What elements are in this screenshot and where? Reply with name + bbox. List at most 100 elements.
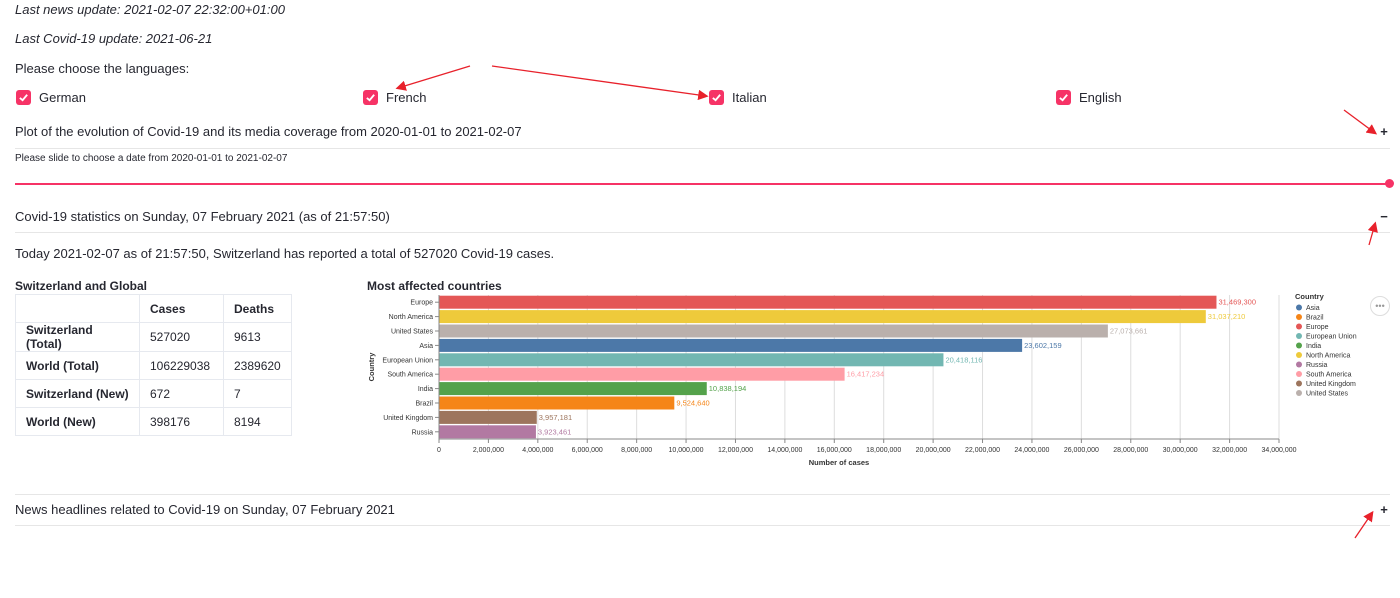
- table-row: World (New) 398176 8194: [15, 407, 292, 436]
- deaths-cell: 9613: [223, 322, 292, 352]
- plot-expander-title: Plot of the evolution of Covid-19 and it…: [15, 124, 522, 139]
- divider: [15, 525, 1390, 526]
- expand-icon[interactable]: +: [1380, 124, 1388, 139]
- legend-item: Brazil: [1306, 315, 1324, 322]
- legend-swatch: [1296, 361, 1302, 368]
- x-tick-label: 8,000,000: [621, 447, 652, 454]
- bar-value-label: 3,957,181: [539, 413, 572, 422]
- annotation-arrow: [1367, 221, 1378, 246]
- bar-value-label: 23,602,159: [1024, 341, 1062, 350]
- date-slider-track[interactable]: [15, 183, 1390, 185]
- y-tick-label: South America: [387, 372, 433, 379]
- divider: [15, 494, 1390, 495]
- y-tick-label: India: [418, 386, 433, 393]
- x-tick-label: 20,000,000: [916, 447, 951, 454]
- legend-item: Europe: [1306, 324, 1329, 331]
- x-tick-label: 14,000,000: [767, 447, 802, 454]
- news-expander-header[interactable]: News headlines related to Covid-19 on Su…: [15, 502, 1390, 517]
- checkbox-checked-icon: [16, 90, 31, 105]
- deaths-cell: 8194: [223, 407, 292, 436]
- annotation-arrow: [491, 65, 709, 101]
- plot-expander-header[interactable]: Plot of the evolution of Covid-19 and it…: [15, 124, 1390, 139]
- table-row: Switzerland (New) 672 7: [15, 379, 292, 408]
- x-tick-label: 10,000,000: [669, 447, 704, 454]
- bar: [439, 338, 1023, 352]
- table-row: World (Total) 106229038 2389620: [15, 351, 292, 380]
- row-label: World (Total): [15, 351, 140, 380]
- collapse-icon[interactable]: −: [1380, 209, 1388, 224]
- x-tick-label: 34,000,000: [1261, 447, 1296, 454]
- legend-item: North America: [1306, 353, 1350, 360]
- table-corner: [15, 294, 140, 323]
- stats-expander-title: Covid-19 statistics on Sunday, 07 Februa…: [15, 209, 390, 224]
- legend-swatch: [1296, 380, 1302, 387]
- table-title: Switzerland and Global: [15, 279, 148, 293]
- cases-cell: 527020: [139, 322, 224, 352]
- x-axis-label: Number of cases: [809, 458, 869, 467]
- chart-title: Most affected countries: [367, 279, 502, 293]
- checkbox-italian[interactable]: Italian: [709, 90, 767, 105]
- checkbox-checked-icon: [709, 90, 724, 105]
- news-expander-title: News headlines related to Covid-19 on Su…: [15, 502, 395, 517]
- annotation-arrow: [395, 65, 471, 91]
- bar: [439, 382, 707, 396]
- expand-icon[interactable]: +: [1380, 502, 1388, 517]
- x-tick-label: 28,000,000: [1113, 447, 1148, 454]
- divider: [15, 148, 1390, 149]
- most-affected-countries-chart: 0 2,000,000 4,000,000 6,000,000 8,000,000 10,…: [367, 292, 1357, 467]
- y-tick-label: United Kingdom: [383, 415, 433, 422]
- y-tick-label: Brazil: [415, 401, 433, 408]
- x-tick-label: 30,000,000: [1163, 447, 1198, 454]
- checkbox-label: English: [1079, 90, 1122, 105]
- checkbox-label: Italian: [732, 90, 767, 105]
- legend-swatch: [1296, 333, 1302, 339]
- checkbox-german[interactable]: German: [16, 90, 86, 105]
- legend-item: Russia: [1306, 362, 1328, 369]
- bar-value-label: 9,524,640: [676, 399, 709, 408]
- checkbox-checked-icon: [1056, 90, 1071, 105]
- x-tick-label: 4,000,000: [522, 447, 553, 454]
- deaths-cell: 7: [223, 379, 292, 408]
- legend-swatch: [1296, 314, 1302, 320]
- row-label: Switzerland (New): [15, 379, 140, 408]
- legend-item: South America: [1306, 372, 1352, 379]
- column-header-deaths: Deaths: [223, 294, 292, 323]
- stats-expander-header[interactable]: Covid-19 statistics on Sunday, 07 Februa…: [15, 209, 1390, 224]
- bar-value-label: 10,838,194: [709, 384, 747, 393]
- ellipsis-icon[interactable]: •••: [1370, 296, 1390, 316]
- legend-item: European Union: [1306, 334, 1357, 341]
- date-slider-thumb[interactable]: [1385, 179, 1394, 188]
- y-tick-label: Asia: [419, 343, 433, 350]
- slider-label: Please slide to choose a date from 2020-…: [15, 153, 288, 164]
- last-news-update: Last news update: 2021-02-07 22:32:00+01…: [15, 2, 285, 17]
- bar-value-label: 27,073,661: [1110, 327, 1148, 336]
- bar: [439, 425, 536, 439]
- y-tick-label: Russia: [412, 429, 434, 436]
- y-tick-label: North America: [389, 314, 433, 321]
- bar: [439, 324, 1108, 338]
- x-tick-label: 32,000,000: [1212, 447, 1247, 454]
- legend-swatch: [1296, 371, 1302, 377]
- table-row: Switzerland (Total) 527020 9613: [15, 322, 292, 352]
- last-covid-update: Last Covid-19 update: 2021-06-21: [15, 31, 213, 46]
- legend-item: Asia: [1306, 305, 1320, 312]
- row-label: World (New): [15, 407, 140, 436]
- bar-value-label: 31,469,300: [1218, 298, 1256, 307]
- checkbox-label: French: [386, 90, 427, 105]
- x-tick-label: 6,000,000: [572, 447, 603, 454]
- x-tick-label: 16,000,000: [817, 447, 852, 454]
- checkbox-english[interactable]: English: [1056, 90, 1122, 105]
- column-header-cases: Cases: [139, 294, 224, 323]
- deaths-cell: 2389620: [223, 351, 292, 380]
- legend-item: United Kingdom: [1306, 381, 1356, 388]
- stats-summary: Today 2021-02-07 as of 21:57:50, Switzer…: [15, 246, 555, 261]
- cases-cell: 672: [139, 379, 224, 408]
- legend-swatch: [1296, 352, 1302, 358]
- y-tick-label: United States: [391, 329, 434, 336]
- legend-swatch: [1296, 342, 1302, 349]
- checkbox-french[interactable]: French: [363, 90, 426, 105]
- bar-value-label: 20,418,116: [945, 355, 982, 364]
- bar-value-label: 31,037,210: [1208, 312, 1246, 321]
- stats-table: Cases Deaths Switzerland (Total) 527020 …: [15, 294, 292, 436]
- y-axis-label: Country: [367, 352, 376, 382]
